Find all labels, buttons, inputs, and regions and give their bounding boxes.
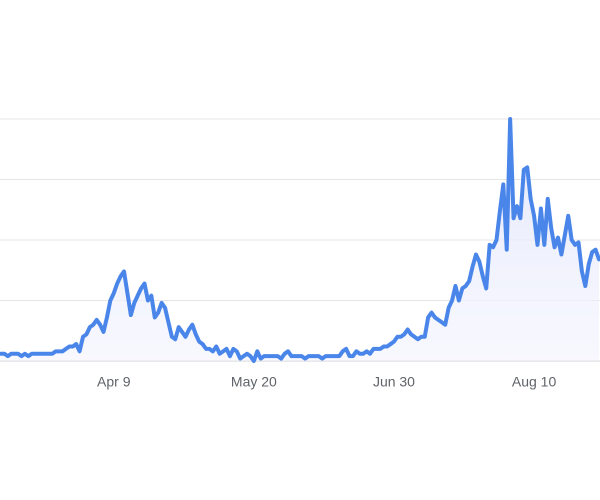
x-tick-label: May 20 — [231, 374, 277, 390]
x-tick-label: Jun 30 — [373, 374, 415, 390]
x-tick-label: Apr 9 — [97, 374, 131, 390]
x-tick-label: Aug 10 — [512, 374, 557, 390]
line — [0, 117, 600, 363]
